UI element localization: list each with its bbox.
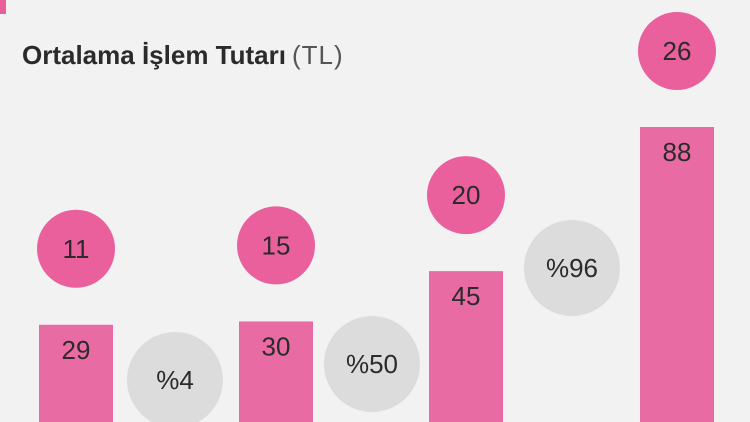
- bar-value-label-4: 88: [663, 137, 692, 167]
- bar-value-label-2: 30: [262, 331, 291, 361]
- circle-marker-4: [638, 12, 716, 90]
- circle-value-label-2: 15: [262, 230, 291, 260]
- chart-title-text: Ortalama İşlem Tutarı: [22, 40, 286, 70]
- circle-value-label-4: 26: [663, 36, 692, 66]
- circle-value-label-1: 11: [63, 234, 90, 264]
- circle-value-label-3: 20: [452, 180, 481, 210]
- top-accent-bar: [0, 0, 6, 14]
- change-circle-2: [324, 316, 420, 412]
- change-circle-1: [127, 332, 223, 422]
- change-label-3: %96: [546, 253, 598, 283]
- chart-title: Ortalama İşlem Tutarı (TL): [22, 40, 344, 71]
- change-label-1: %4: [156, 365, 194, 395]
- circle-marker-2: [237, 206, 315, 285]
- bar-3: [429, 271, 503, 422]
- bar-1: [39, 324, 113, 422]
- change-label-2: %50: [346, 349, 398, 379]
- circle-marker-3: [427, 156, 505, 235]
- bar-value-label-3: 45: [452, 281, 481, 311]
- bar-4: [640, 127, 714, 422]
- circle-marker-1: [37, 209, 115, 288]
- bar-2: [239, 321, 313, 422]
- change-circle-3: [524, 220, 620, 316]
- bar-value-label-1: 29: [62, 335, 91, 365]
- chart-title-unit: (TL): [291, 40, 344, 70]
